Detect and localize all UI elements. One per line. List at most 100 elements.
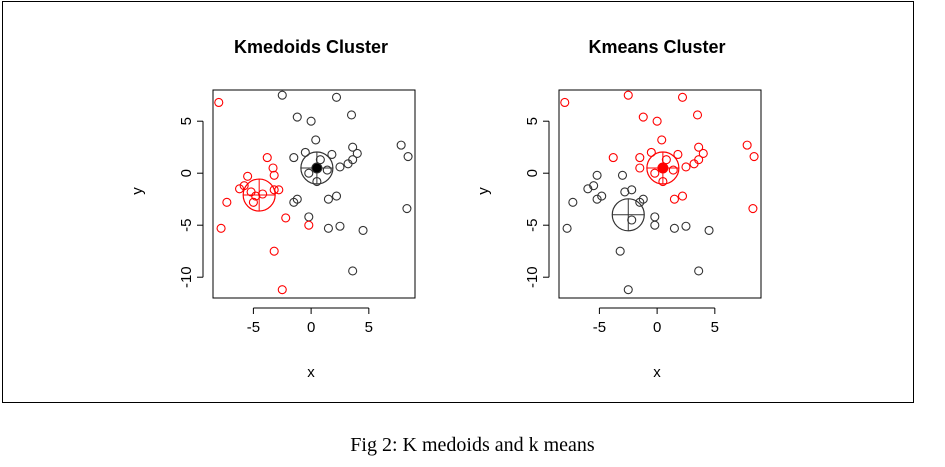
kmedoids-point [234, 184, 245, 194]
kmedoids-x-tick-label: 5 [365, 319, 373, 336]
kmeans-point [681, 221, 691, 231]
kmedoids-point [268, 163, 278, 173]
kmedoids-y-tick-label: -5 [178, 219, 195, 232]
kmedoids-point [248, 197, 258, 207]
kmeans-point [677, 191, 688, 201]
kmedoids-point [269, 185, 279, 195]
kmeans-y-tick-label: -10 [524, 266, 541, 288]
kmeans-point [615, 246, 625, 256]
kmedoids-point [327, 149, 337, 160]
kmedoids-point [289, 197, 299, 207]
kmeans-y-tick-label: -5 [524, 219, 541, 232]
kmeans-point [694, 142, 704, 152]
kmedoids-point [323, 223, 333, 233]
kmeans-point [661, 155, 671, 165]
kmedoids-point [277, 90, 287, 100]
kmeans-point [623, 285, 633, 295]
kmedoids-point [403, 152, 413, 162]
kmeans-y-tick-label: 5 [524, 117, 541, 125]
kmedoids-cluster-center [242, 178, 276, 212]
kmedoids-point [335, 162, 345, 172]
kmedoids-point [304, 212, 314, 222]
kmedoids-plot: Kmedoids Cluster x y -5 0 5 5 0 -5 -10 [129, 37, 416, 381]
kmeans-point [668, 165, 678, 175]
kmedoids-point [277, 285, 287, 295]
kmedoids-plot-frame [212, 89, 416, 299]
kmedoids-point [322, 165, 332, 175]
kmedoids-x-tick-label: -5 [247, 319, 260, 336]
kmedoids-point [331, 92, 342, 102]
kmeans-point [677, 92, 688, 102]
kmedoids-point [214, 97, 224, 108]
kmeans-point [669, 194, 679, 204]
kmeans-point [681, 162, 691, 172]
kmedoids-title: Kmedoids Cluster [234, 37, 388, 57]
kmeans-point [623, 90, 633, 100]
kmedoids-x-tick-label: 0 [307, 319, 315, 336]
kmedoids-point [258, 189, 268, 199]
kmedoids-point [251, 191, 261, 201]
kmedoids-x-axis-label: x [307, 364, 315, 381]
kmedoids-point [323, 194, 333, 204]
kmeans-point [560, 97, 570, 108]
kmeans-point [742, 140, 752, 150]
kmeans-point [694, 266, 704, 276]
kmeans-point [635, 197, 645, 207]
kmedoids-point [315, 155, 325, 165]
kmeans-title: Kmeans Cluster [588, 37, 725, 57]
kmeans-x-tick-label: 0 [653, 319, 661, 336]
kmedoids-point [396, 140, 406, 150]
kmeans-plot-frame [558, 89, 762, 299]
kmeans-x-tick-label: 5 [711, 319, 719, 336]
kmedoids-point [335, 221, 345, 231]
kmedoids-point [331, 191, 342, 201]
kmedoids-point [269, 246, 279, 256]
kmedoids-point [304, 220, 314, 230]
kmeans-point [749, 152, 759, 162]
kmeans-point [627, 185, 637, 195]
kmeans-point [583, 184, 593, 194]
kmedoids-point [346, 110, 357, 120]
kmeans-point [694, 155, 704, 165]
kmeans-point [635, 163, 645, 173]
kmedoids-point [306, 116, 316, 126]
kmeans-x-tick-label: -5 [593, 319, 606, 336]
kmeans-point [669, 223, 679, 233]
kmedoids-y-tick-label: 5 [178, 117, 195, 125]
kmeans-point [673, 149, 683, 160]
kmeans-y-tick-label: 0 [524, 169, 541, 177]
plots-canvas: Kmedoids Cluster x y -5 0 5 5 0 -5 -10 Kmeans … [129, 37, 762, 381]
kmedoids-point [216, 223, 226, 233]
kmedoids-point [281, 213, 291, 223]
kmeans-point [692, 110, 703, 120]
kmeans-point [589, 181, 599, 191]
kmedoids-point [304, 168, 314, 178]
kmedoids-point [262, 153, 272, 163]
kmeans-point [620, 187, 630, 197]
kmedoids-center-dot [311, 162, 323, 174]
kmeans-point [597, 191, 607, 201]
kmeans-point [635, 153, 645, 163]
kmeans-point [638, 112, 648, 122]
kmedoids-point [348, 266, 358, 276]
kmeans-point [650, 168, 660, 178]
kmeans-point [592, 194, 602, 204]
kmedoids-y-tick-label: -10 [178, 266, 195, 288]
kmedoids-point [402, 204, 412, 214]
kmedoids-point [348, 142, 358, 152]
kmedoids-point [222, 197, 232, 207]
kmeans-y-axis-label: y [475, 187, 492, 195]
kmedoids-y-tick-label: 0 [178, 169, 195, 177]
kmeans-cluster-center [611, 198, 645, 232]
kmeans-point [698, 148, 708, 158]
kmeans-point [652, 116, 662, 126]
kmeans-point [608, 153, 618, 163]
kmeans-point [592, 170, 602, 180]
kmedoids-point [352, 148, 362, 158]
kmeans-point [568, 197, 578, 207]
figure-frame: Kmedoids Cluster x y -5 0 5 5 0 -5 -10 Kmeans … [2, 1, 914, 403]
kmedoids-point [311, 135, 321, 145]
kmedoids-y-axis-label: y [129, 187, 146, 195]
kmedoids-point [292, 112, 302, 122]
kmedoids-point [243, 171, 253, 181]
